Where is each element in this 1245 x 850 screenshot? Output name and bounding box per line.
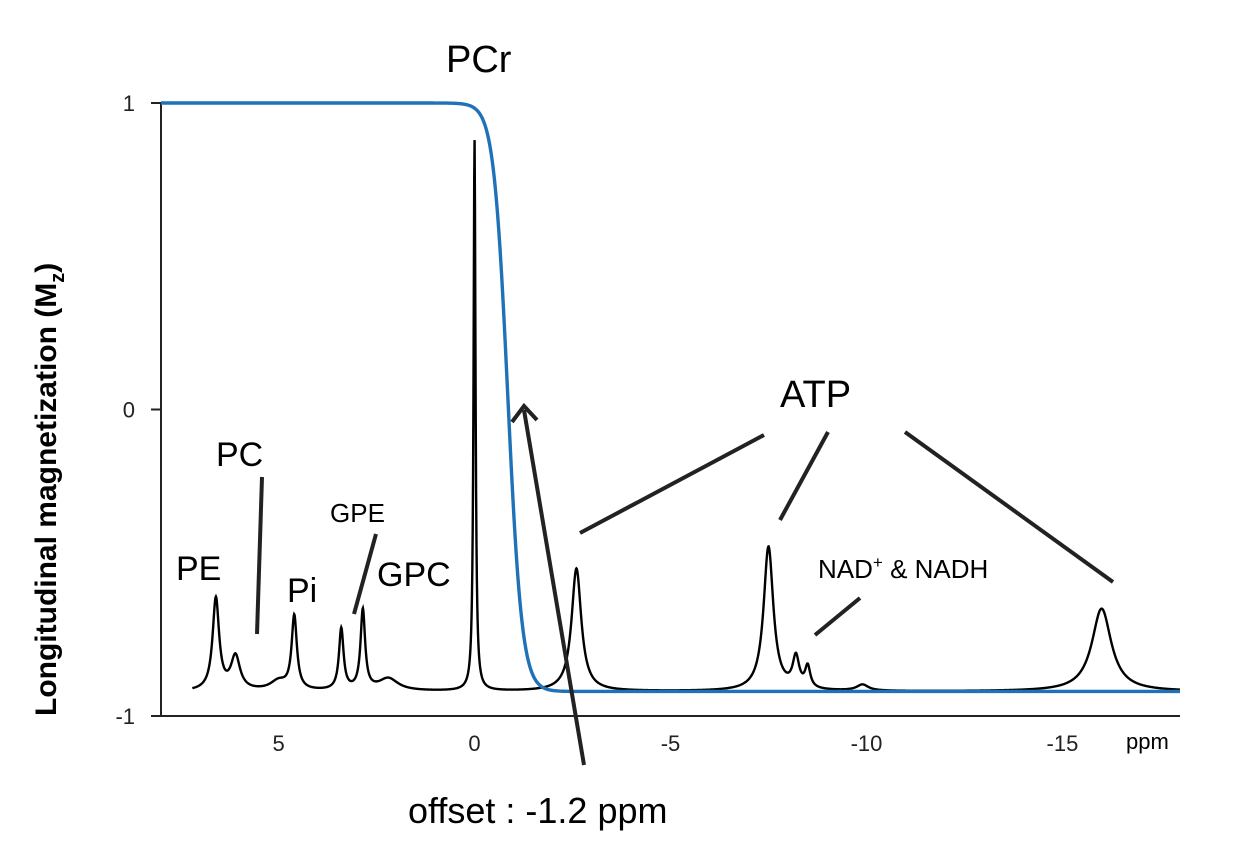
x-tick-label: 0: [468, 731, 480, 756]
y-ticks: 1 0 -1: [115, 91, 161, 729]
pc-leader-line: [255, 476, 264, 635]
atp-leader-line-3: [903, 430, 1115, 584]
y-axis-label-main: Longitudinal magnetization (M: [30, 283, 63, 716]
x-tick-label: -10: [851, 731, 883, 756]
annotation-lines: [255, 402, 1115, 766]
magnetization-line: [161, 101, 1180, 694]
offset-arrow-head: [510, 402, 539, 424]
label-nad-rest: & NADH: [883, 554, 988, 584]
label-pc: PC: [216, 436, 263, 474]
y-axis-label: Longitudinal magnetization (Mz): [30, 263, 69, 716]
y-tick-label: 0: [123, 398, 135, 423]
label-gpe: GPE: [330, 498, 385, 528]
y-axis-label-sub: z: [47, 273, 69, 283]
label-pe: PE: [176, 550, 221, 588]
x-axis-unit: ppm: [1126, 729, 1169, 754]
x-ticks: 5 0 -5 -10 -15: [272, 731, 1078, 756]
atp-leader-line-1: [579, 433, 765, 535]
label-atp: ATP: [780, 374, 851, 416]
label-nad-base: NAD: [818, 554, 873, 584]
label-nad-sup: +: [873, 553, 883, 572]
x-tick-label: 5: [272, 731, 284, 756]
y-tick-label: -1: [115, 704, 135, 729]
y-tick-label: 1: [123, 91, 135, 116]
offset-arrow-shaft: [522, 409, 586, 766]
label-nad: NAD+ & NADH: [818, 553, 988, 584]
label-offset: offset : -1.2 ppm: [408, 790, 667, 831]
label-gpc: GPC: [377, 556, 451, 594]
label-pi: Pi: [287, 572, 317, 610]
label-pcr: PCr: [446, 39, 512, 81]
spectrum-line: [192, 140, 1181, 692]
gpe-leader-line: [352, 533, 378, 615]
nad-leader-line: [813, 596, 862, 637]
y-axis-label-close: ): [30, 263, 63, 273]
x-tick-label: -15: [1047, 731, 1079, 756]
atp-leader-line-2: [778, 431, 830, 521]
x-tick-label: -5: [661, 731, 681, 756]
